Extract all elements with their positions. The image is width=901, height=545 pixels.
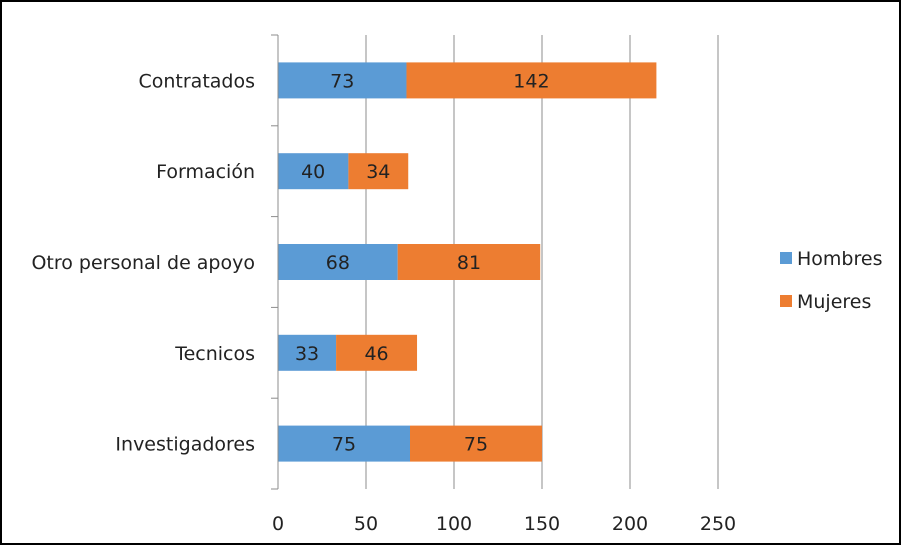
legend-label-mujeres: Mujeres	[797, 291, 871, 313]
category-labels: Contratados Formación Otro personal de apo…	[31, 70, 255, 455]
gridlines	[365, 35, 719, 489]
legend: Hombres Mujeres	[780, 248, 882, 313]
bar-hombres-otro-personal-de-apoyo	[278, 244, 398, 280]
data-label-hombres-formacion: 40	[301, 161, 325, 183]
x-axis-ticks: 0 50 100 150 200 250	[272, 513, 736, 535]
data-label-hombres-contratados: 73	[330, 70, 354, 92]
legend-swatch-mujeres	[780, 295, 792, 307]
x-tick-label-200: 200	[612, 513, 648, 535]
x-tick-label-100: 100	[436, 513, 472, 535]
legend-swatch-hombres	[780, 252, 792, 264]
bar-mujeres-otro-personal-de-apoyo	[397, 244, 541, 280]
data-label-mujeres-investigadores: 75	[464, 434, 488, 456]
data-label-hombres-otro-personal-de-apoyo: 68	[326, 252, 350, 274]
data-label-hombres-investigadores: 75	[332, 434, 356, 456]
category-label-tecnicos: Tecnicos	[174, 343, 255, 365]
x-tick-label-150: 150	[524, 513, 560, 535]
bar-hombres-formacion	[278, 153, 349, 190]
x-tick-label-0: 0	[272, 513, 284, 535]
data-label-mujeres-tecnicos: 46	[364, 343, 388, 365]
category-label-contratados: Contratados	[138, 70, 255, 92]
bars: 73 142 40 34 68 81 33 46 75 75	[278, 62, 657, 462]
bar-mujeres-contratados	[406, 62, 657, 99]
y-axis	[271, 34, 279, 490]
data-label-mujeres-otro-personal-de-apoyo: 81	[457, 252, 481, 274]
data-label-mujeres-contratados: 142	[513, 70, 549, 92]
data-label-mujeres-formacion: 34	[366, 161, 390, 183]
category-label-investigadores: Investigadores	[115, 434, 255, 456]
bar-mujeres-tecnicos	[336, 334, 418, 371]
bar-mujeres-investigadores	[410, 425, 542, 462]
category-label-formacion: Formación	[156, 161, 255, 183]
bar-hombres-investigadores	[278, 425, 410, 462]
bar-mujeres-formacion	[348, 153, 409, 190]
bar-hombres-tecnicos	[278, 334, 337, 371]
legend-label-hombres: Hombres	[797, 248, 882, 270]
x-tick-label-250: 250	[700, 513, 736, 535]
x-tick-label-50: 50	[354, 513, 378, 535]
bar-hombres-contratados	[278, 62, 407, 99]
data-label-hombres-tecnicos: 33	[295, 343, 319, 365]
category-label-otro-personal-de-apoyo: Otro personal de apoyo	[31, 252, 255, 274]
